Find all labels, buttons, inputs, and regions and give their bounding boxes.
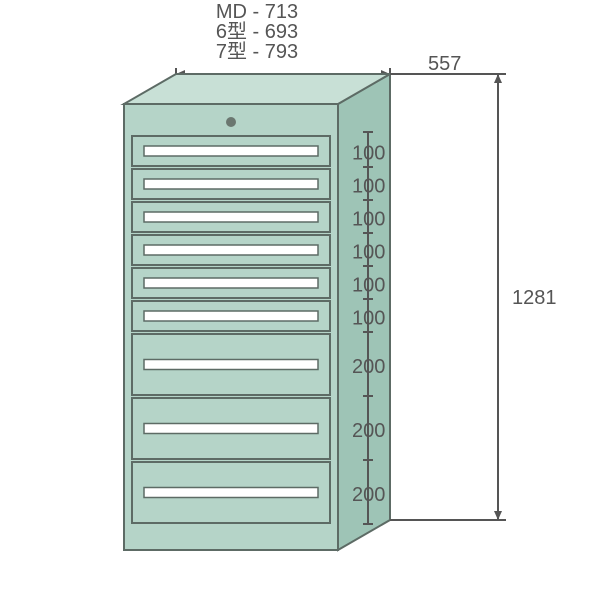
- cabinet-base: [128, 526, 334, 546]
- height-dim-line-arrow: [494, 74, 502, 83]
- height-dim-line-arrow: [494, 511, 502, 520]
- cabinet-diagram: MD - 7136型 - 6937型 - 7935571001001001001…: [0, 0, 600, 600]
- drawer-handle-slot: [144, 212, 318, 222]
- depth-label: 557: [428, 53, 461, 75]
- drawer-handle-slot: [144, 278, 318, 288]
- drawer-handle-slot: [144, 311, 318, 321]
- drawer-handle-slot: [144, 488, 318, 498]
- lock-icon: [226, 117, 236, 127]
- drawer-handle-slot: [144, 424, 318, 434]
- width-label: 6型 - 693: [216, 20, 298, 43]
- drawer-handle-slot: [144, 146, 318, 156]
- drawer-handle-slot: [144, 245, 318, 255]
- total-height-label: 1281: [512, 287, 557, 309]
- drawer-handle-slot: [144, 179, 318, 189]
- drawer-handle-slot: [144, 360, 318, 370]
- width-label: MD - 713: [216, 1, 298, 23]
- width-label: 7型 - 793: [216, 40, 298, 63]
